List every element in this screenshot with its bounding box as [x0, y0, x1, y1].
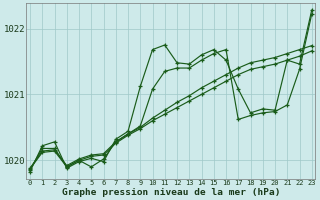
X-axis label: Graphe pression niveau de la mer (hPa): Graphe pression niveau de la mer (hPa) — [62, 188, 280, 197]
